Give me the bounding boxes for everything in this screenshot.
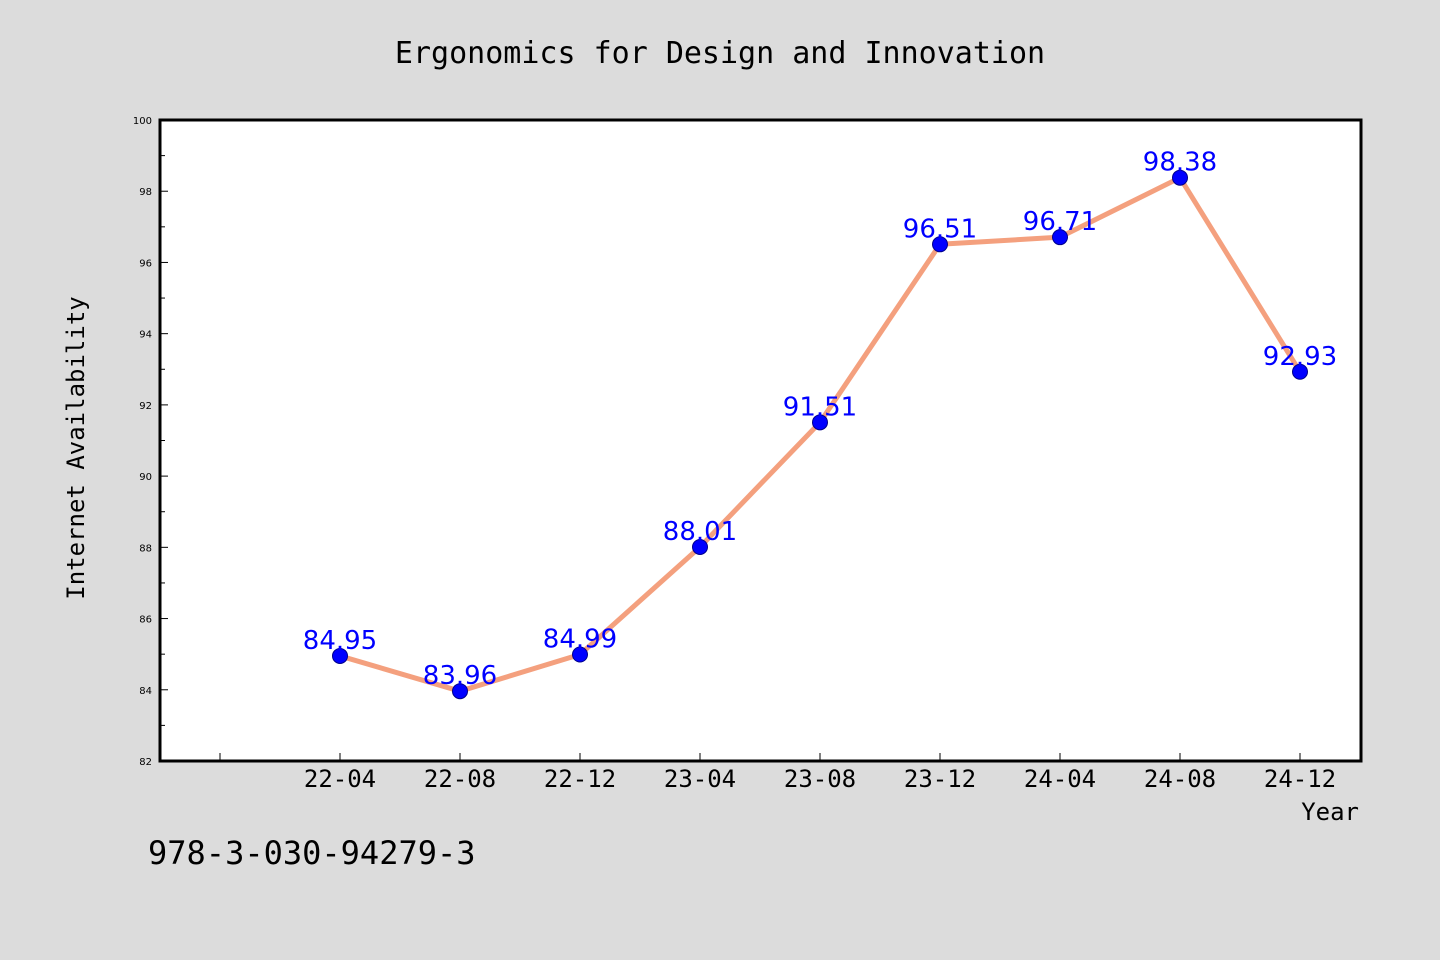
footer-isbn: 978-3-030-94279-3 <box>148 834 476 872</box>
x-tick-label: 24-08 <box>1144 765 1216 793</box>
data-label: 88.01 <box>663 517 737 547</box>
data-labels: 84.95 83.96 84.99 88.01 91.51 96.51 96.71 98.38… <box>303 148 1337 692</box>
x-axis-label: Year <box>1301 798 1359 826</box>
x-tick-label: 23-04 <box>664 765 736 793</box>
x-tick-label: 22-04 <box>304 765 376 793</box>
data-label: 84.99 <box>543 625 617 655</box>
data-label: 91.51 <box>783 392 857 422</box>
data-label: 84.95 <box>303 626 377 656</box>
x-tick-label: 23-12 <box>904 765 976 793</box>
data-label: 96.71 <box>1023 207 1097 237</box>
x-tick-label: 24-04 <box>1024 765 1096 793</box>
data-point <box>812 414 828 431</box>
y-axis: 82 84 86 88 90 92 94 96 98 100 <box>133 116 168 768</box>
data-point <box>1292 363 1308 380</box>
y-tick-label: 92 <box>139 401 152 412</box>
data-point <box>1172 169 1188 186</box>
y-tick-label: 90 <box>139 472 152 483</box>
data-label: 92.93 <box>1263 342 1337 372</box>
data-point <box>332 647 348 664</box>
chart-title: Ergonomics for Design and Innovation <box>395 36 1045 71</box>
y-tick-label: 86 <box>139 615 152 626</box>
x-tick-label: 22-08 <box>424 765 496 793</box>
y-tick-label: 96 <box>139 258 152 269</box>
y-tick-label: 84 <box>139 686 152 697</box>
y-tick-label: 98 <box>139 187 152 198</box>
x-tick-label: 22-12 <box>544 765 616 793</box>
y-tick-label: 100 <box>133 116 152 127</box>
x-axis: 22-04 22-08 22-12 23-04 23-08 23-12 24-04 24-08… <box>219 753 1336 793</box>
data-point <box>692 538 708 555</box>
plot-area <box>158 118 1363 763</box>
x-tick-label: 23-08 <box>784 765 856 793</box>
data-label: 98.38 <box>1143 148 1217 178</box>
data-point <box>572 646 588 663</box>
data-point <box>932 236 948 253</box>
data-point <box>1052 229 1068 246</box>
data-points <box>332 169 1308 700</box>
x-tick-label: 24-12 <box>1264 765 1336 793</box>
data-point <box>452 683 468 700</box>
y-tick-label: 88 <box>139 543 152 554</box>
data-label: 83.96 <box>423 661 497 691</box>
y-axis-label: Internet Availability <box>62 296 90 599</box>
y-tick-label: 94 <box>139 330 152 341</box>
data-label: 96.51 <box>903 214 977 244</box>
y-tick-label: 82 <box>139 757 152 768</box>
